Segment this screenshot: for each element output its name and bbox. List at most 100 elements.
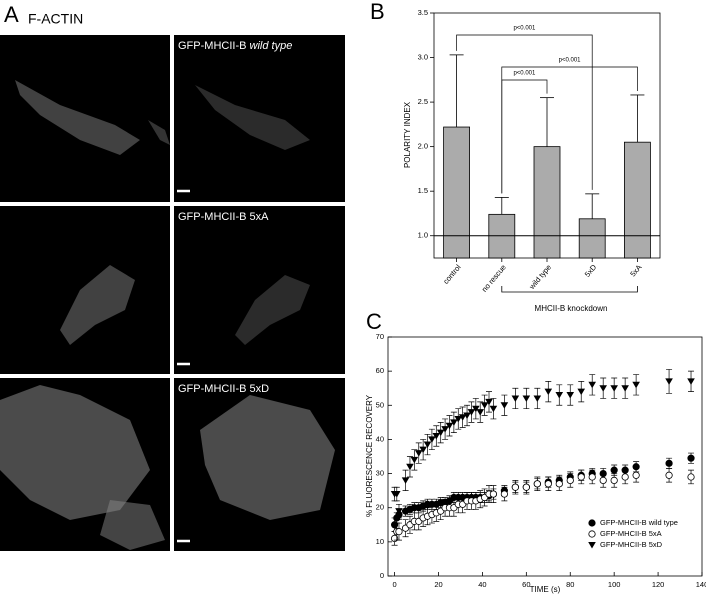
cell: [60, 265, 135, 345]
point: [511, 483, 519, 491]
variant: 5xA: [250, 211, 270, 223]
panel-title: F-ACTIN: [28, 11, 83, 27]
bar: [443, 126, 471, 259]
point: [665, 459, 673, 467]
p-value: p<0.001: [559, 58, 582, 64]
point: [610, 385, 618, 392]
p-value: p<0.001: [513, 71, 536, 77]
y-tick-label: 70: [376, 332, 384, 341]
y-tick-label: 2.5: [418, 97, 428, 106]
legend-marker: [588, 519, 596, 527]
point: [401, 477, 410, 484]
bar: [624, 141, 651, 259]
point: [428, 436, 436, 443]
y-tick-label: 1.5: [418, 186, 428, 195]
point: [476, 409, 485, 416]
point: [610, 466, 618, 474]
y-tick-label: 20: [376, 503, 384, 512]
cell: [195, 85, 310, 150]
cell: [0, 385, 150, 520]
point: [432, 433, 441, 440]
point: [489, 490, 497, 498]
legend-label: GFP-MHCII-B 5xD: [600, 540, 663, 549]
variant: wild type: [250, 40, 293, 52]
point: [687, 473, 695, 481]
image-label: GFP-MHCII-B 5xA: [178, 211, 269, 223]
p-value: p<0.001: [513, 26, 536, 32]
x-tick-label: 40: [478, 580, 486, 589]
point: [414, 450, 423, 457]
y-tick-label: 0: [380, 571, 384, 580]
legend-marker: [588, 542, 596, 549]
panel-label: A: [4, 2, 19, 27]
construct: GFP-MHCII-B: [178, 40, 246, 52]
x-tick-label: no rescue: [480, 263, 508, 294]
point: [500, 402, 509, 409]
point: [436, 429, 445, 437]
point: [423, 441, 432, 449]
point: [489, 405, 498, 413]
point: [621, 473, 629, 481]
x-axis-label: TIME (s): [530, 585, 561, 594]
point: [555, 392, 564, 399]
x-tick-label: 20: [434, 580, 442, 589]
point: [687, 378, 695, 385]
point: [599, 476, 607, 484]
legend-marker: [588, 530, 596, 538]
bar: [533, 146, 561, 259]
point: [566, 392, 575, 399]
point: [406, 463, 414, 471]
point: [410, 456, 419, 464]
point: [480, 402, 489, 409]
cell: [148, 120, 170, 145]
y-tick-label: 60: [376, 366, 384, 375]
y-axis-label: POLARITY INDEX: [403, 101, 412, 168]
y-tick-label: 40: [376, 434, 384, 443]
point: [544, 480, 552, 488]
point: [544, 388, 553, 396]
x-tick-label: 100: [608, 580, 621, 589]
point: [450, 419, 458, 426]
cell: [15, 80, 140, 155]
point: [599, 385, 607, 392]
cell: [235, 275, 310, 345]
plot-frame: [387, 336, 703, 577]
y-tick-label: 50: [376, 400, 384, 409]
group-label: MHCII-B knockdown: [535, 304, 608, 313]
legend-label: GFP-MHCII-B 5xA: [600, 529, 662, 538]
point: [463, 412, 471, 420]
y-tick-label: 10: [376, 537, 384, 546]
point: [566, 476, 574, 484]
point: [419, 446, 427, 454]
point: [555, 480, 563, 488]
point: [632, 471, 640, 479]
point: [533, 480, 541, 488]
y-tick-label: 3.5: [418, 8, 428, 17]
point: [441, 426, 449, 433]
point: [522, 483, 530, 491]
point: [632, 381, 640, 389]
point: [577, 388, 586, 396]
x-tick-label: 60: [522, 580, 530, 589]
significance-bracket: [501, 79, 548, 194]
x-tick-label: 0: [393, 580, 397, 589]
panel-label: C: [366, 309, 382, 334]
point: [665, 378, 673, 385]
micrograph: [174, 206, 345, 374]
x-tick-label: 120: [652, 580, 665, 589]
x-tick-label: 5xA: [628, 263, 643, 279]
y-tick-label: 2.0: [418, 142, 428, 151]
point: [454, 415, 463, 423]
point: [472, 405, 480, 413]
point: [621, 385, 629, 392]
point: [445, 422, 454, 430]
legend-label: GFP-MHCII-B wild type: [600, 518, 678, 527]
construct: GFP-MHCII-B: [178, 383, 246, 395]
point: [485, 398, 493, 406]
x-tick-label: 5xD: [583, 262, 599, 278]
bar: [578, 218, 606, 259]
point: [687, 454, 695, 462]
point: [522, 395, 531, 402]
cell: [100, 500, 165, 550]
